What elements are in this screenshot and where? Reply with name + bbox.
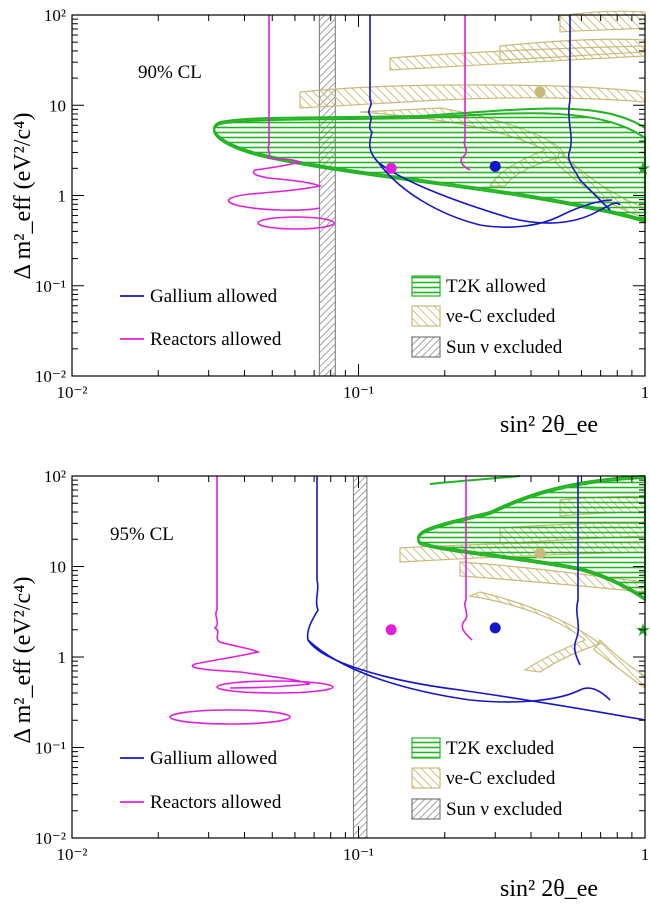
gallium-best-fit-dot xyxy=(489,160,501,172)
gallium-best-fit-dot xyxy=(489,622,501,634)
y-tick-label: 10⁻² xyxy=(35,829,66,848)
axis-ticks-bottom: 10⁻² 10⁻¹ 1 10⁻² 10⁻¹ 1 10 10² xyxy=(35,467,649,864)
y-tick-label: 10⁻¹ xyxy=(35,739,66,758)
y-axis-title-top: Δ m²_eff (eV²/c⁴) xyxy=(10,112,36,279)
y-tick-label: 10⁻² xyxy=(35,367,66,386)
axis-ticks-top: 10⁻² 10⁻¹ 1 10⁻² 10⁻¹ 1 10 10² xyxy=(35,6,649,402)
legend-left: Gallium allowed Reactors allowed xyxy=(120,748,282,813)
legend-t2k-label: T2K excluded xyxy=(446,738,555,759)
x-tick-label: 1 xyxy=(641,845,650,864)
x-tick-label: 10⁻² xyxy=(56,845,87,864)
legend-gallium-label: Gallium allowed xyxy=(150,748,278,769)
panel-90cl: ★ 10⁻² 10⁻¹ 1 10⁻² 10⁻¹ 1 10 10² 90% CL Gallium… xyxy=(10,6,650,438)
y-tick-label: 1 xyxy=(58,648,67,667)
x-tick-label: 10⁻¹ xyxy=(343,845,374,864)
legend-sun-swatch xyxy=(411,798,441,820)
t2k-allowed-region xyxy=(213,107,646,224)
y-tick-label: 10 xyxy=(49,96,66,115)
legend-t2k-swatch xyxy=(411,737,441,759)
reactors-allowed-contour xyxy=(169,476,473,725)
confidence-level-label: 90% CL xyxy=(138,62,202,83)
nuec-best-fit-dot xyxy=(534,547,546,559)
legend-sun-label: Sun ν excluded xyxy=(446,337,563,358)
sun-excluded-band xyxy=(318,14,336,377)
legend-t2k-label: T2K allowed xyxy=(446,276,546,297)
best-fit-points: ★ xyxy=(385,86,650,178)
reactors-best-fit-dot xyxy=(385,624,397,636)
t2k-excluded-region xyxy=(417,475,646,602)
confidence-level-label: 95% CL xyxy=(110,524,174,545)
y-tick-label: 10² xyxy=(44,6,66,25)
x-tick-label: 10⁻¹ xyxy=(343,383,374,402)
y-tick-label: 10 xyxy=(49,558,66,577)
y-tick-label: 10⁻¹ xyxy=(35,277,66,296)
legend-reactors-label: Reactors allowed xyxy=(150,792,282,813)
x-axis-title-bottom: sin² 2θ_ee xyxy=(500,876,598,902)
y-tick-label: 1 xyxy=(58,187,67,206)
legend-left: Gallium allowed Reactors allowed xyxy=(120,286,282,350)
legend-right: T2K excluded νe-C excluded Sun ν exclude… xyxy=(411,737,563,820)
legend-sun-label: Sun ν excluded xyxy=(446,799,563,820)
legend-reactors-label: Reactors allowed xyxy=(150,329,282,350)
x-tick-label: 1 xyxy=(641,383,650,402)
legend-nuec-swatch xyxy=(411,767,441,789)
y-axis-title-bottom: Δ m²_eff (eV²/c⁴) xyxy=(10,576,36,743)
legend-t2k-swatch xyxy=(411,275,441,297)
gallium-allowed-contour xyxy=(306,476,646,721)
reactors-best-fit-dot xyxy=(385,162,397,174)
legend-right: T2K allowed νe-C excluded Sun ν excluded xyxy=(411,275,563,358)
nuec-best-fit-dot xyxy=(534,86,546,98)
x-axis-title-top: sin² 2θ_ee xyxy=(500,412,598,438)
legend-sun-swatch xyxy=(411,336,441,358)
y-tick-label: 10² xyxy=(44,467,66,486)
legend-nuec-label: νe-C excluded xyxy=(446,768,556,789)
x-tick-label: 10⁻² xyxy=(56,383,87,402)
reactors-allowed-contour xyxy=(227,15,471,230)
sun-excluded-band xyxy=(352,475,368,839)
legend-gallium-label: Gallium allowed xyxy=(150,286,278,307)
legend-nuec-swatch xyxy=(411,305,441,327)
legend-nuec-label: νe-C excluded xyxy=(446,306,556,327)
